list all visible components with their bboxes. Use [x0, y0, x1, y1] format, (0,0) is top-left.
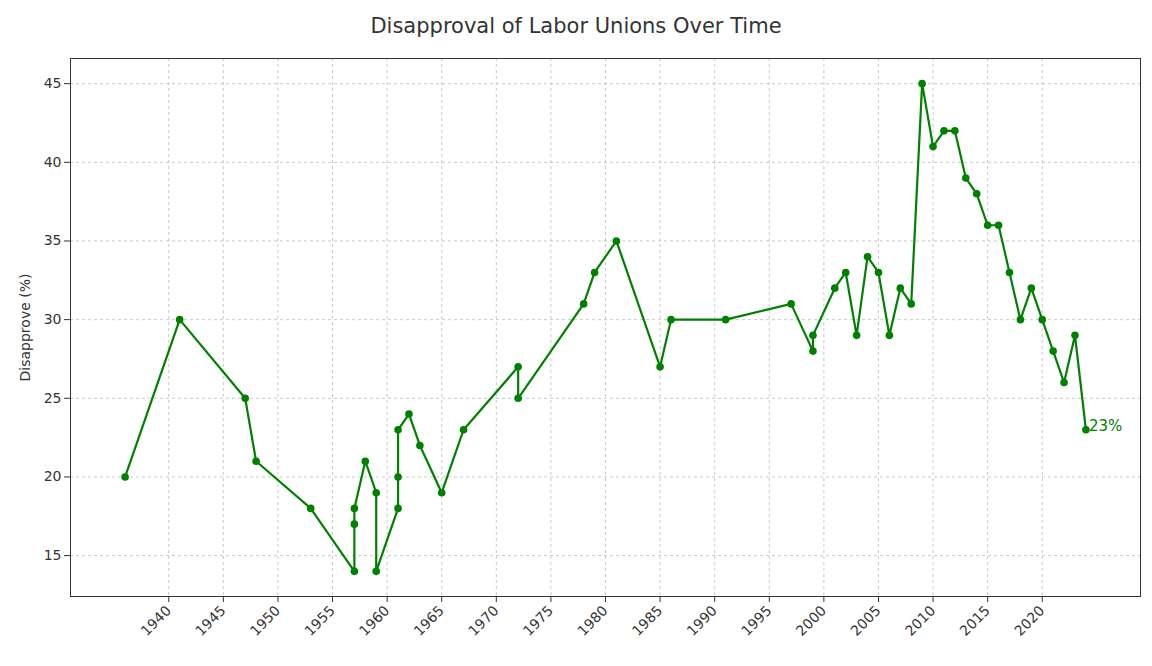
svg-text:2000: 2000: [793, 602, 830, 639]
svg-text:2005: 2005: [847, 602, 884, 639]
svg-text:1995: 1995: [738, 602, 775, 639]
svg-text:1980: 1980: [574, 602, 611, 639]
svg-text:45: 45: [44, 75, 62, 91]
svg-text:2010: 2010: [902, 602, 939, 639]
svg-text:1960: 1960: [356, 602, 393, 639]
svg-text:1970: 1970: [465, 602, 502, 639]
svg-text:25: 25: [44, 390, 62, 406]
svg-text:2015: 2015: [956, 602, 993, 639]
svg-text:1990: 1990: [683, 602, 720, 639]
svg-text:1985: 1985: [629, 602, 666, 639]
html-text:Disapproval of Labor Unions Ov: Disapproval of Labor Unions Over Time: [370, 14, 782, 38]
svg-text:Disapprove (%): Disapprove (%): [17, 274, 33, 382]
svg-text:35: 35: [44, 232, 62, 248]
svg-text:30: 30: [44, 311, 62, 327]
svg-text:20: 20: [44, 468, 62, 484]
svg-text:23%: 23%: [1089, 417, 1122, 435]
svg-text:1975: 1975: [520, 602, 557, 639]
svg-text:1940: 1940: [138, 602, 175, 639]
svg-text:1955: 1955: [301, 602, 338, 639]
svg-text:1945: 1945: [192, 602, 229, 639]
svg-text:40: 40: [44, 154, 62, 170]
svg-text:15: 15: [44, 547, 62, 563]
svg-text:1965: 1965: [410, 602, 447, 639]
svg-text:2020: 2020: [1011, 602, 1048, 639]
svg-text:1950: 1950: [247, 602, 284, 639]
